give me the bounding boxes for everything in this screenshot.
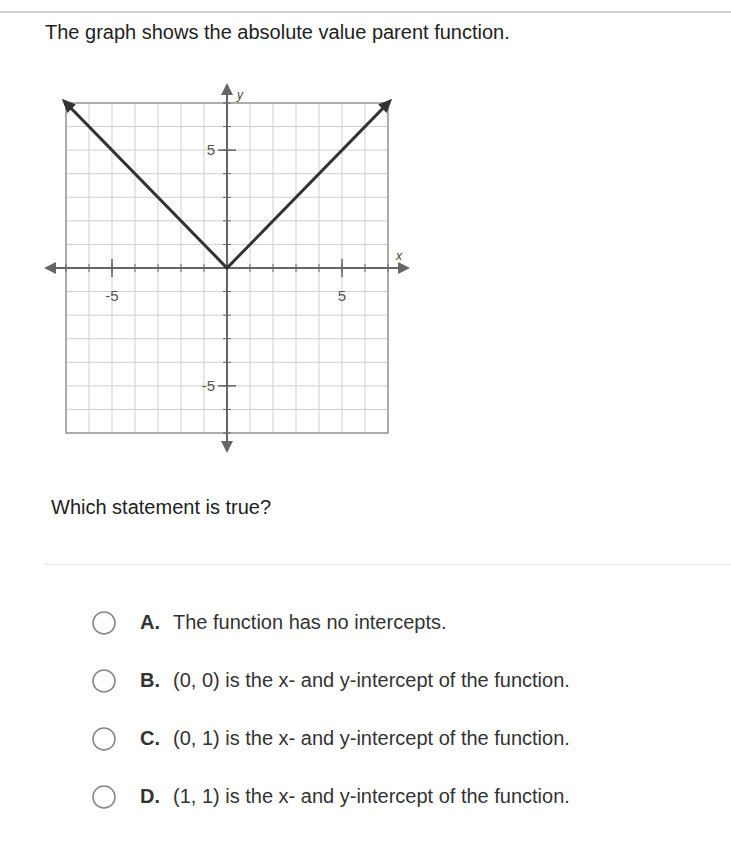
grid-line: [365, 103, 366, 433]
line-arrowhead: [378, 99, 392, 113]
x-axis-label: x: [395, 249, 403, 263]
minor-tick: [223, 362, 231, 363]
minor-tick: [296, 264, 297, 272]
grid-line: [66, 315, 388, 316]
prompt: The graph shows the absolute value paren…: [45, 21, 510, 44]
minor-tick: [223, 173, 231, 174]
top-border: [0, 11, 731, 13]
question: Which statement is true?: [51, 496, 271, 519]
option-letter: A.: [140, 611, 160, 634]
grid-line: [66, 385, 388, 386]
radio-button[interactable]: [93, 612, 115, 634]
line-arrowhead: [62, 99, 76, 113]
axis-arrow: [221, 83, 233, 95]
axis-arrow: [44, 262, 56, 274]
axis-arrow: [398, 262, 410, 274]
minor-tick: [181, 264, 182, 272]
radio-button[interactable]: [93, 728, 115, 750]
minor-tick: [223, 338, 231, 339]
option-text: (1, 1) is the x- and y-intercept of the …: [173, 785, 570, 808]
minor-tick: [273, 264, 274, 272]
grid-line: [66, 126, 388, 127]
minor-tick: [223, 197, 231, 198]
minor-tick: [158, 264, 159, 272]
minor-tick: [365, 264, 366, 272]
grid-line: [66, 244, 388, 245]
option-letter: C.: [140, 727, 160, 750]
y-axis-label: y: [236, 88, 244, 102]
grid-line: [66, 220, 388, 221]
radio-button[interactable]: [93, 786, 115, 808]
x-tick: [341, 259, 343, 277]
minor-tick: [388, 264, 389, 272]
option-text: (0, 1) is the x- and y-intercept of the …: [173, 727, 570, 750]
data-group: [66, 103, 388, 268]
grid-line: [135, 103, 136, 433]
option-text: The function has no intercepts.: [173, 611, 447, 634]
grid-line: [181, 103, 182, 433]
separator: [45, 564, 731, 565]
minor-tick: [223, 220, 231, 221]
minor-tick: [223, 244, 231, 245]
minor-tick: [89, 264, 90, 272]
grid-line: [66, 173, 388, 174]
option-letter: D.: [140, 785, 160, 808]
minor-tick: [319, 264, 320, 272]
grid-line: [89, 103, 90, 433]
minor-tick: [223, 315, 231, 316]
axis-arrow: [221, 441, 233, 453]
x-tick: [111, 259, 113, 277]
option-text: (0, 0) is the x- and y-intercept of the …: [173, 669, 570, 692]
grid-line: [66, 338, 388, 339]
grid-line: [250, 103, 251, 433]
minor-tick: [223, 103, 231, 104]
y-tick: [218, 149, 236, 151]
minor-tick: [135, 264, 136, 272]
option-letter: B.: [140, 669, 160, 692]
minor-tick: [223, 291, 231, 292]
function-line: [66, 103, 388, 268]
grid-line: [66, 362, 388, 363]
y-tick-label: 5: [207, 141, 215, 158]
y-tick: [218, 385, 236, 387]
y-tick-label: -5: [202, 377, 215, 394]
grid-line: [66, 197, 388, 198]
grid-line: [296, 103, 297, 433]
minor-tick: [223, 433, 231, 434]
grid-line: [66, 409, 388, 410]
grid-line: [319, 103, 320, 433]
minor-tick: [223, 409, 231, 410]
x-tick-label: 5: [338, 287, 346, 304]
x-tick-label: -5: [105, 287, 118, 304]
minor-tick: [204, 264, 205, 272]
minor-tick: [250, 264, 251, 272]
grid-line: [273, 103, 274, 433]
radio-button[interactable]: [93, 670, 115, 692]
minor-tick: [66, 264, 67, 272]
grid-line: [158, 103, 159, 433]
minor-tick: [223, 126, 231, 127]
